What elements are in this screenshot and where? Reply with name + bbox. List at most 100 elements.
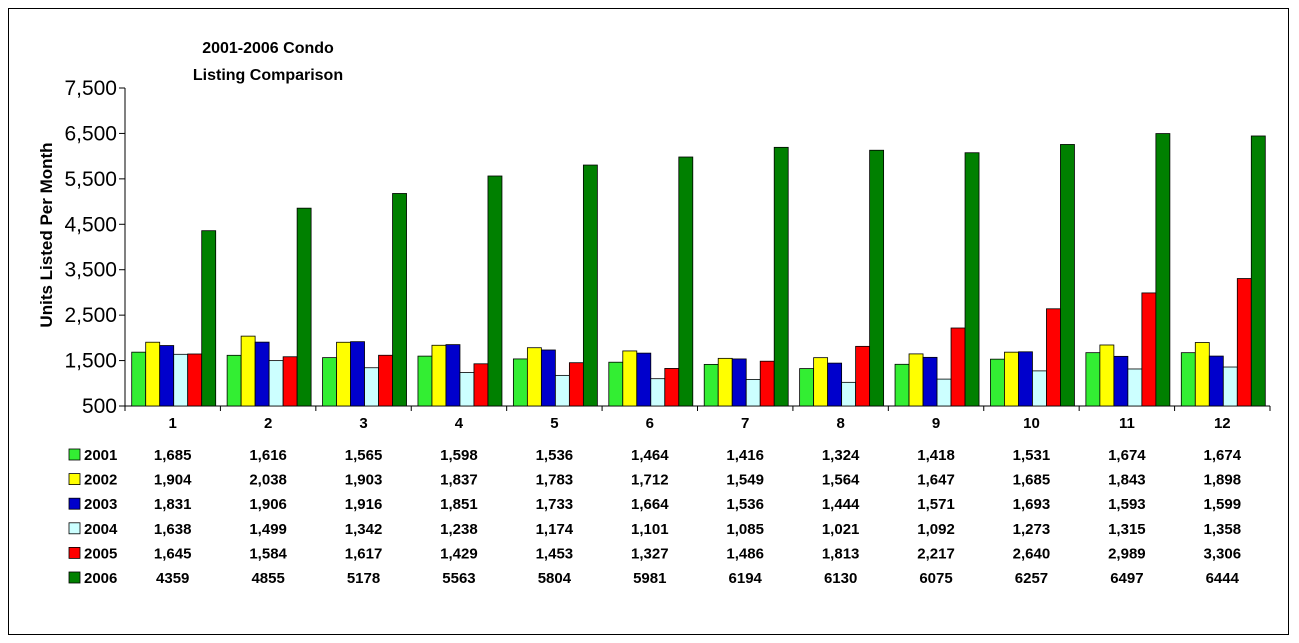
bar-2004-8: [841, 381, 857, 407]
bar-2005-3: [378, 354, 393, 407]
legend-label-2003: 2003: [84, 496, 117, 513]
bar-2004-2: [268, 360, 284, 407]
x-tick-label: 12: [1214, 415, 1231, 432]
data-table-cell: 1,598: [440, 447, 478, 464]
bar-2002-3: [336, 341, 351, 407]
bar-2003-9: [922, 356, 938, 407]
legend-label-2001: 2001: [84, 447, 117, 464]
data-table-cell: 1,712: [631, 472, 669, 489]
data-table-cell: 1,843: [1108, 472, 1146, 489]
bar-2006-7: [773, 146, 789, 407]
bar-2002-12: [1194, 342, 1210, 407]
data-table-cell: 1,898: [1204, 472, 1242, 489]
y-tick-label: 3,500: [64, 259, 117, 282]
data-table-cell: 1,499: [249, 521, 287, 538]
bar-2005-9: [950, 327, 966, 407]
data-table-cell: 1,571: [917, 496, 955, 513]
bar-2002-10: [1004, 351, 1019, 407]
bar-2001-9: [894, 363, 910, 407]
bar-2001-1: [131, 351, 147, 407]
data-table-cell: 1,092: [917, 521, 955, 538]
data-table-cell: 1,906: [249, 496, 287, 513]
bar-2001-8: [799, 368, 815, 407]
bar-2004-10: [1032, 370, 1047, 407]
data-table-cell: 2,217: [917, 545, 955, 562]
bar-2001-11: [1085, 352, 1101, 407]
data-table-cell: 1,916: [345, 496, 383, 513]
x-tick-label: 3: [359, 415, 367, 432]
bars: [131, 133, 1266, 407]
bar-2001-5: [512, 358, 528, 407]
data-table-cell: 1,464: [631, 447, 669, 464]
legend-label-2002: 2002: [84, 472, 117, 489]
bar-2006-9: [964, 152, 980, 407]
bar-2006-6: [678, 156, 694, 407]
data-table-cell: 6194: [729, 570, 763, 587]
legend-key-2004: [68, 522, 81, 535]
legend-key-2001: [68, 448, 81, 461]
chart-title-line-1: 2001-2006 Condo: [202, 40, 334, 57]
data-table-cell: 1,536: [536, 447, 574, 464]
bar-2004-4: [459, 372, 475, 407]
x-tick-label: 2: [264, 415, 272, 432]
bar-2004-9: [936, 378, 952, 407]
bar-2004-3: [364, 367, 379, 407]
data-table-cell: 1,324: [822, 447, 860, 464]
legend-label-2005: 2005: [84, 545, 117, 562]
data-table-cell: 1,549: [726, 472, 764, 489]
data-table-cell: 1,647: [917, 472, 955, 489]
bar-2003-3: [350, 341, 365, 407]
bar-2004-12: [1222, 366, 1238, 407]
data-table-cell: 1,565: [345, 447, 383, 464]
bar-2003-11: [1113, 355, 1129, 407]
legend-label-2004: 2004: [84, 521, 118, 538]
bar-2006-10: [1060, 144, 1075, 407]
data-table-cell: 1,783: [536, 472, 574, 489]
data-table-cell: 2,038: [249, 472, 287, 489]
data-table-cell: 1,685: [154, 447, 192, 464]
bar-2005-10: [1046, 308, 1061, 407]
bar-2005-5: [568, 362, 584, 407]
data-table-cell: 1,453: [536, 545, 574, 562]
bar-2003-12: [1208, 355, 1224, 407]
data-table-cell: 1,733: [536, 496, 574, 513]
data-table-cell: 6444: [1206, 570, 1240, 587]
chart-frame: [8, 8, 1289, 635]
bar-2002-2: [240, 335, 256, 407]
y-tick-label: 5,500: [64, 168, 117, 191]
bar-2006-11: [1155, 133, 1171, 407]
data-table-cell: 1,674: [1108, 447, 1146, 464]
data-table-cell: 1,486: [726, 545, 764, 562]
data-table-cell: 1,418: [917, 447, 955, 464]
data-table-cell: 6130: [824, 570, 857, 587]
data-table-cell: 1,444: [822, 496, 860, 513]
bar-2005-11: [1141, 292, 1157, 407]
data-table-cell: 1,813: [822, 545, 860, 562]
y-axis-label: Units Listed Per Month: [37, 142, 56, 327]
x-tick-label: 6: [646, 415, 654, 432]
bar-2006-1: [201, 230, 217, 407]
data-table-cell: 1,273: [1013, 521, 1051, 538]
data-table-cell: 6075: [919, 570, 952, 587]
bar-2006-2: [296, 207, 312, 407]
bar-2003-1: [159, 345, 175, 407]
bar-2006-3: [392, 193, 407, 407]
data-table-cell: 1,327: [631, 545, 669, 562]
data-table-cell: 6497: [1110, 570, 1143, 587]
bar-2005-12: [1236, 278, 1252, 407]
data-table-cell: 1,531: [1013, 447, 1051, 464]
data-table-cell: 1,238: [440, 521, 478, 538]
bar-2001-2: [226, 354, 242, 407]
bar-2001-3: [322, 357, 337, 407]
data-table-cell: 1,536: [726, 496, 764, 513]
data-table-cell: 1,564: [822, 472, 860, 489]
y-tick-label: 500: [82, 395, 117, 418]
bar-2001-10: [990, 358, 1005, 407]
bar-2004-7: [745, 379, 761, 407]
data-table-cell: 1,085: [726, 521, 764, 538]
data-table: 2001 1,685 1,616 1,565 1,598 1,536 1,464 1,416 1…: [68, 447, 1242, 587]
data-table-cell: 4855: [251, 570, 284, 587]
data-table-cell: 5563: [442, 570, 475, 587]
